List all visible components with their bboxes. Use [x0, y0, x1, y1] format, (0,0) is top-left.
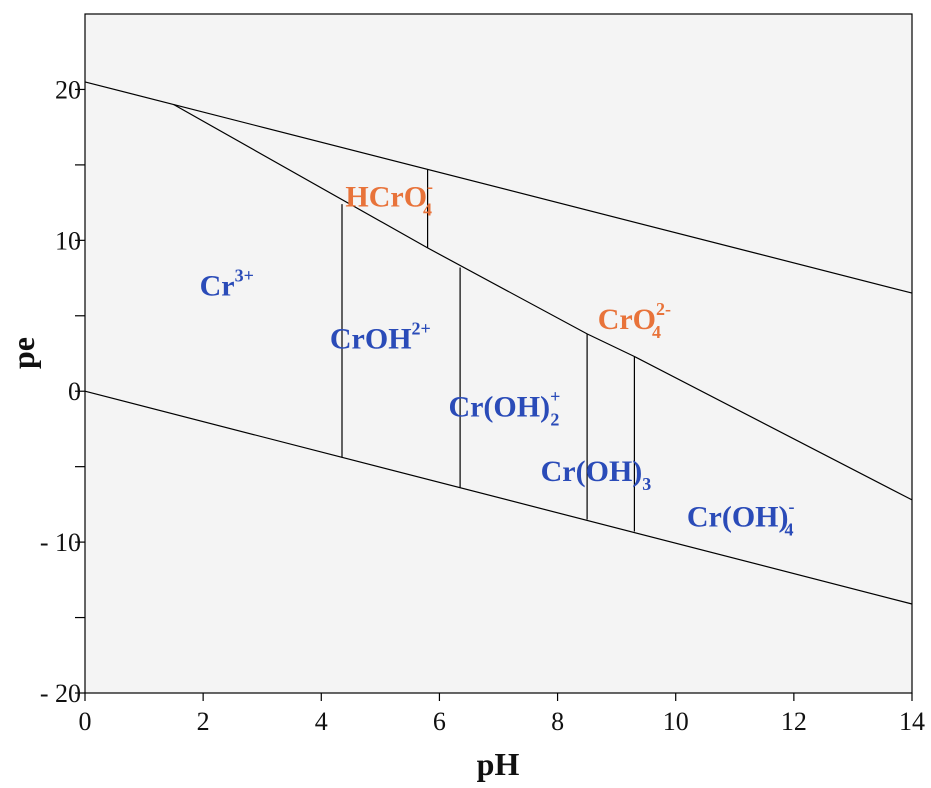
boundary-line-1: [84, 390, 913, 605]
species-labels: Cr3+ CrOH2+ Cr(OH)+ 2 Cr(OH)3 Cr(OH)-4 HCrO-4 C…: [200, 177, 795, 540]
x-tick-label: 12: [781, 707, 807, 736]
y-tick-label: - 10: [40, 528, 81, 557]
x-tick-label: 0: [79, 707, 92, 736]
plot-area: [84, 13, 913, 694]
species-label: HCrO-4: [345, 177, 433, 220]
species-label: Cr(OH)3: [541, 455, 652, 494]
x-tick-label: 6: [433, 707, 446, 736]
species-label: Cr3+: [200, 266, 254, 303]
y-tick-label: 10: [55, 226, 81, 255]
species-label: Cr(OH)-4: [687, 496, 795, 539]
species-label: Cr(OH)+ 2: [448, 386, 560, 429]
x-tick-label: 8: [551, 707, 564, 736]
x-axis-ticks: 0 2 4 6 8 10 12 14: [79, 693, 925, 736]
y-tick-label: 20: [55, 75, 81, 104]
y-tick-label: - 20: [40, 679, 81, 708]
species-label: CrO2-4: [598, 299, 671, 342]
boundary-line-0: [84, 81, 913, 294]
x-axis-title: pH: [477, 746, 520, 782]
x-tick-label: 10: [663, 707, 689, 736]
boundary-lines: [84, 81, 913, 605]
x-tick-label: 4: [315, 707, 328, 736]
x-tick-label: 14: [899, 707, 925, 736]
y-axis-ticks: 20 10 0 - 10 - 20: [40, 75, 85, 708]
species-label: CrOH2+: [330, 318, 431, 355]
x-tick-label: 2: [197, 707, 210, 736]
y-tick-label: 0: [68, 377, 81, 406]
y-axis-title: pe: [5, 337, 41, 369]
